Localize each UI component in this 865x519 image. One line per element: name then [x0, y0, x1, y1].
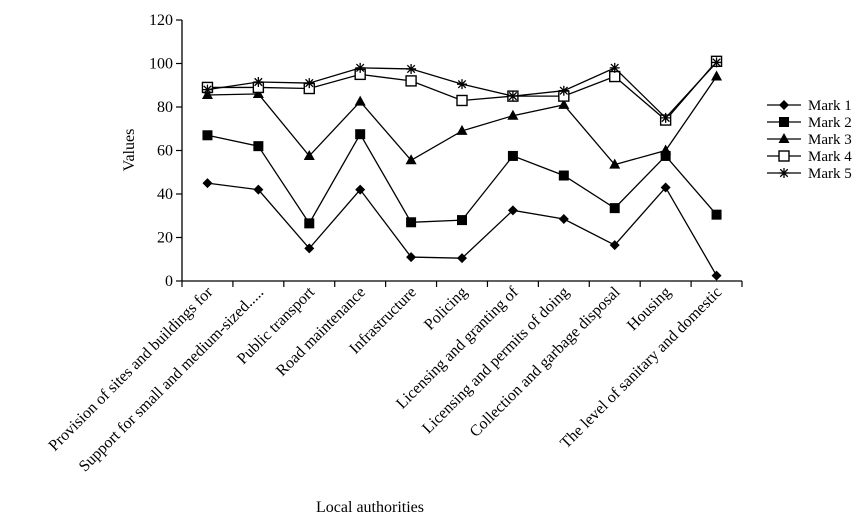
- y-tick-label: 80: [157, 99, 173, 116]
- series-line: [207, 76, 718, 166]
- data-point: [405, 75, 417, 87]
- x-tick-label: Housing: [624, 284, 674, 334]
- data-point: [457, 215, 467, 226]
- data-point: [202, 84, 213, 95]
- data-point: [507, 109, 519, 120]
- data-point: [406, 217, 417, 228]
- data-point: [354, 95, 366, 106]
- legend-label: Mark 5: [808, 166, 852, 182]
- y-tick-label: 120: [149, 12, 173, 29]
- data-point: [558, 214, 569, 225]
- y-tick-label: 100: [149, 56, 173, 73]
- data-point: [355, 129, 366, 140]
- data-point: [711, 70, 723, 81]
- data-point: [660, 150, 671, 161]
- legend-label: Mark 3: [808, 132, 852, 148]
- legend-label: Mark 2: [808, 115, 852, 131]
- data-point: [457, 253, 467, 264]
- legend-item: Mark 1: [767, 98, 852, 114]
- data-point: [303, 149, 315, 160]
- series-mark-3: [201, 70, 723, 169]
- data-point: [609, 158, 621, 169]
- data-point: [558, 98, 570, 109]
- data-point: [609, 70, 621, 83]
- data-point: [304, 243, 315, 254]
- data-point: [202, 130, 213, 141]
- data-point: [304, 78, 315, 89]
- data-point: [609, 203, 620, 214]
- data-point: [609, 240, 620, 251]
- legend-label: Mark 4: [808, 149, 852, 165]
- data-point: [253, 141, 264, 152]
- series-mark-5: [202, 57, 722, 123]
- data-point: [406, 63, 417, 74]
- x-tick-label: Policing: [421, 284, 471, 334]
- x-tick-label: Support for small and medium-sized.....: [76, 284, 267, 475]
- legend-marker: [779, 100, 789, 110]
- data-point: [355, 184, 366, 195]
- data-point: [406, 252, 417, 263]
- data-point: [711, 270, 722, 281]
- data-point: [660, 144, 672, 155]
- data-point: [507, 205, 518, 216]
- series-mark-1: [202, 178, 722, 281]
- data-point: [253, 76, 264, 87]
- data-point: [558, 85, 569, 96]
- legend-marker: [778, 150, 790, 162]
- data-point: [456, 124, 468, 135]
- data-point: [304, 218, 315, 229]
- data-point: [609, 62, 620, 73]
- data-point: [456, 94, 468, 107]
- data-point: [660, 182, 671, 193]
- data-point: [405, 154, 417, 165]
- data-point: [202, 178, 213, 189]
- data-point: [457, 79, 467, 90]
- x-axis-label: Local authorities: [316, 499, 424, 516]
- y-tick-label: 40: [157, 186, 173, 203]
- data-point: [355, 62, 366, 73]
- legend-item: Mark 3: [767, 132, 852, 148]
- legend-item: Mark 2: [767, 115, 852, 131]
- data-point: [253, 184, 264, 195]
- y-tick-label: 20: [157, 230, 173, 247]
- legend-marker: [779, 168, 789, 178]
- chart-series: [201, 55, 723, 281]
- legend-item: Mark 4: [767, 149, 852, 165]
- series-mark-4: [201, 55, 723, 126]
- x-tick-label: Road maintenance: [273, 284, 369, 380]
- series-line: [207, 61, 718, 119]
- data-point: [558, 170, 569, 181]
- data-point: [711, 57, 722, 68]
- legend-item: Mark 5: [767, 166, 852, 182]
- series-line: [207, 60, 718, 121]
- data-point: [507, 150, 518, 161]
- y-tick-label: 0: [165, 273, 173, 290]
- legend-label: Mark 1: [808, 98, 852, 114]
- y-axis-label: Values: [121, 129, 138, 172]
- legend-marker: [779, 117, 789, 127]
- data-point: [507, 91, 518, 102]
- y-tick-label: 60: [157, 143, 173, 160]
- series-line: [207, 132, 718, 225]
- legend-marker: [778, 133, 790, 143]
- data-point: [660, 112, 671, 123]
- series-mark-2: [202, 129, 722, 229]
- data-point: [711, 209, 722, 220]
